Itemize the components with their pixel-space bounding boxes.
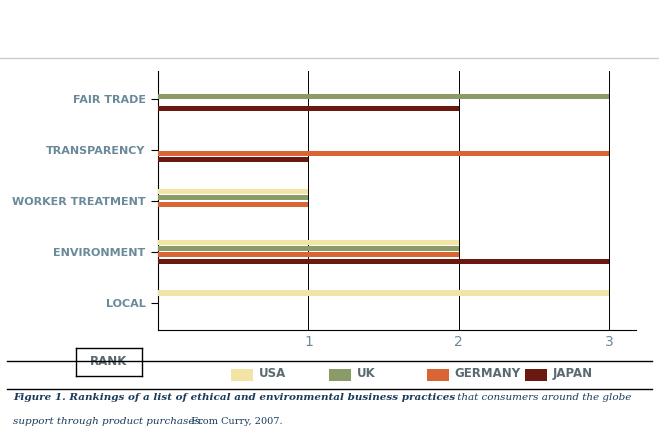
Bar <box>231 369 253 381</box>
Text: that consumers around the globe: that consumers around the globe <box>454 393 631 402</box>
Text: Figure 1. Rankings of a list of ethical and environmental business practices: Figure 1. Rankings of a list of ethical … <box>13 393 455 402</box>
Text: USA: USA <box>258 367 286 380</box>
Text: From Curry, 2007.: From Curry, 2007. <box>188 417 283 426</box>
Bar <box>158 240 459 245</box>
Text: RANK: RANK <box>90 355 127 368</box>
Text: GERMANY: GERMANY <box>455 367 521 380</box>
Text: JAPAN: JAPAN <box>553 367 592 380</box>
Bar <box>158 259 609 264</box>
Bar <box>158 246 459 251</box>
Bar <box>158 201 308 206</box>
Bar <box>158 195 308 200</box>
Bar <box>158 93 609 98</box>
Bar <box>329 369 351 381</box>
Text: UK: UK <box>357 367 375 380</box>
Bar <box>427 369 449 381</box>
Bar <box>158 157 308 162</box>
Text: GLOBAL ETHICAL/ENVIRONMENTAL ATTITUDES: GLOBAL ETHICAL/ENVIRONMENTAL ATTITUDES <box>103 20 556 38</box>
Bar <box>158 290 609 295</box>
Bar <box>158 189 308 194</box>
Bar <box>525 369 548 381</box>
Bar <box>158 151 609 156</box>
Bar <box>158 106 459 111</box>
Text: support through product purchases.: support through product purchases. <box>13 417 204 426</box>
Bar <box>158 252 459 257</box>
